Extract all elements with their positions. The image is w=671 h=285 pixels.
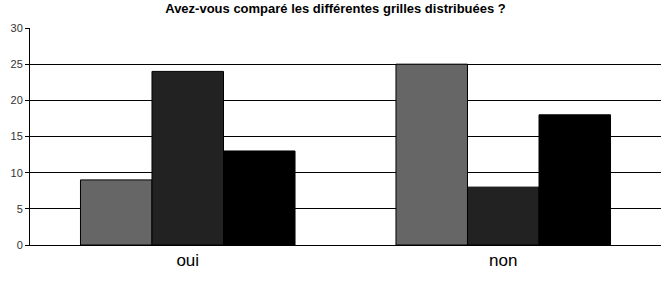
svg-text:5: 5: [17, 203, 23, 215]
svg-text:25: 25: [11, 58, 23, 70]
svg-text:oui: oui: [176, 251, 199, 270]
svg-text:15: 15: [11, 130, 23, 142]
svg-text:0: 0: [17, 239, 23, 251]
svg-text:Avez-vous comparé les différen: Avez-vous comparé les différentes grille…: [165, 1, 506, 16]
svg-text:10: 10: [11, 167, 23, 179]
svg-text:20: 20: [11, 94, 23, 106]
svg-text:non: non: [489, 251, 517, 270]
svg-text:30: 30: [11, 22, 23, 34]
